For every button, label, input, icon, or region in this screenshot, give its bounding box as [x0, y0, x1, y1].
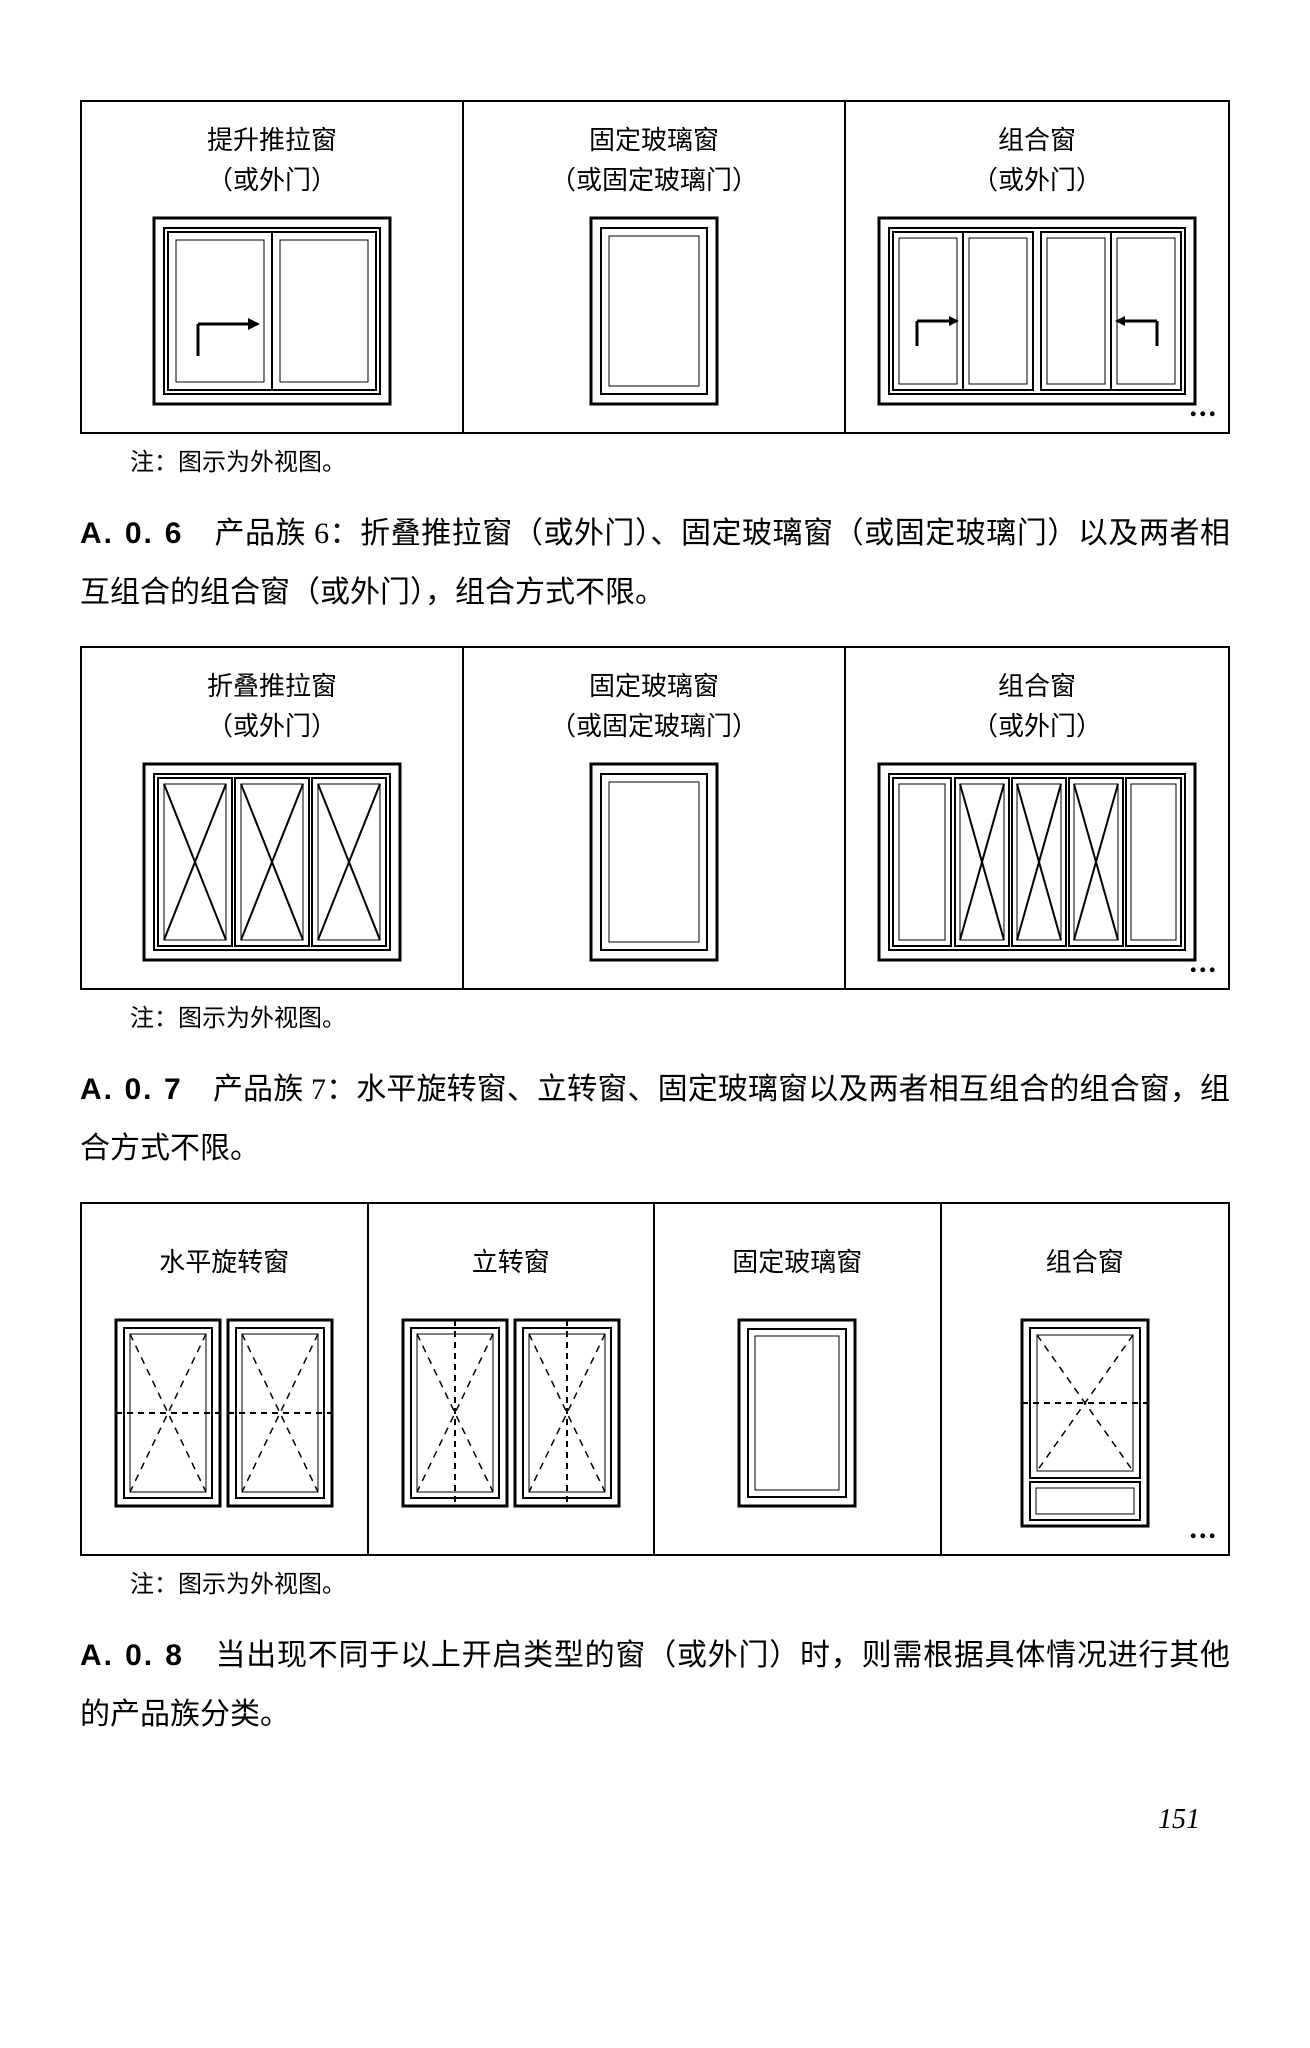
combo-pivot-window-icon	[1020, 1318, 1150, 1528]
paragraph-a08: A. 0. 8 当出现不同于以上开启类型的窗（或外门）时，则需根据具体情况进行其…	[80, 1627, 1230, 1744]
fixed-window-icon	[589, 762, 719, 962]
ellipsis-icon: ...	[1190, 1512, 1219, 1546]
title-line1: 组合窗	[972, 667, 1102, 707]
fig6-cell-1: 固定玻璃窗 （或固定玻璃门）	[464, 648, 846, 988]
cell-title: 立转窗	[472, 1222, 550, 1304]
figure-a07: 水平旋转窗 立转窗	[80, 1202, 1230, 1556]
cell-title: 固定玻璃窗	[732, 1222, 862, 1304]
title-line1: 组合窗	[972, 121, 1102, 161]
cell-title: 组合窗	[1046, 1222, 1124, 1304]
page-number: 151	[80, 1804, 1230, 1836]
figure-note: 注：图示为外视图。	[130, 1564, 1230, 1599]
folding-window-icon	[142, 762, 402, 962]
combo-folding-window-icon	[877, 762, 1197, 962]
cell-title: 组合窗 （或外门）	[972, 120, 1102, 202]
title-line2: （或外门）	[207, 707, 337, 747]
fig6-cell-0: 折叠推拉窗 （或外门）	[82, 648, 464, 988]
fig6-cell-2: 组合窗 （或外门） ...	[846, 648, 1228, 988]
title-line1: 固定玻璃窗	[732, 1243, 862, 1283]
figure-a06: 折叠推拉窗 （或外门） 固定玻璃窗 （或固定玻璃门）	[80, 646, 1230, 990]
para-head: A. 0. 7	[80, 1073, 183, 1106]
para-body: 当出现不同于以上开启类型的窗（或外门）时，则需根据具体情况进行其他的产品族分类。	[80, 1639, 1230, 1731]
title-line1: 提升推拉窗	[207, 121, 337, 161]
fig7-cell-0: 水平旋转窗	[82, 1204, 369, 1554]
title-line1: 水平旋转窗	[159, 1243, 289, 1283]
cell-title: 组合窗 （或外门）	[972, 666, 1102, 748]
cell-title: 折叠推拉窗 （或外门）	[207, 666, 337, 748]
fig5-cell-2: 组合窗 （或外门） ...	[846, 102, 1228, 432]
title-line1: 立转窗	[472, 1243, 550, 1283]
cell-title: 固定玻璃窗 （或固定玻璃门）	[550, 666, 758, 748]
para-head: A. 0. 8	[80, 1639, 184, 1672]
combo-sliding-window-icon	[877, 216, 1197, 406]
figure-note: 注：图示为外视图。	[130, 442, 1230, 477]
para-body: 产品族 7：水平旋转窗、立转窗、固定玻璃窗以及两者相互组合的组合窗，组合方式不限…	[80, 1073, 1230, 1165]
title-line1: 固定玻璃窗	[550, 121, 758, 161]
vertical-pivot-window-icon	[401, 1318, 621, 1508]
figure-a05: 提升推拉窗 （或外门） 固定玻璃窗 （或固定玻璃门）	[80, 100, 1230, 434]
cell-title: 水平旋转窗	[159, 1222, 289, 1304]
fig5-cell-1: 固定玻璃窗 （或固定玻璃门）	[464, 102, 846, 432]
figure-note: 注：图示为外视图。	[130, 998, 1230, 1033]
cell-title: 固定玻璃窗 （或固定玻璃门）	[550, 120, 758, 202]
ellipsis-icon: ...	[1190, 390, 1219, 424]
para-body: 产品族 6：折叠推拉窗（或外门）、固定玻璃窗（或固定玻璃门）以及两者相互组合的组…	[80, 517, 1230, 609]
fig5-cell-0: 提升推拉窗 （或外门）	[82, 102, 464, 432]
title-line2: （或固定玻璃门）	[550, 707, 758, 747]
ellipsis-icon: ...	[1190, 946, 1219, 980]
fig7-cell-2: 固定玻璃窗	[655, 1204, 942, 1554]
paragraph-a07: A. 0. 7 产品族 7：水平旋转窗、立转窗、固定玻璃窗以及两者相互组合的组合…	[80, 1061, 1230, 1178]
sliding-lift-window-icon	[152, 216, 392, 406]
fig7-cell-3: 组合窗 ...	[942, 1204, 1229, 1554]
title-line1: 折叠推拉窗	[207, 667, 337, 707]
title-line1: 固定玻璃窗	[550, 667, 758, 707]
title-line2: （或外门）	[207, 161, 337, 201]
title-line1: 组合窗	[1046, 1243, 1124, 1283]
cell-title: 提升推拉窗 （或外门）	[207, 120, 337, 202]
fig7-cell-1: 立转窗	[369, 1204, 656, 1554]
title-line2: （或外门）	[972, 161, 1102, 201]
fixed-window-icon	[737, 1318, 857, 1508]
title-line2: （或外门）	[972, 707, 1102, 747]
para-head: A. 0. 6	[80, 517, 183, 550]
title-line2: （或固定玻璃门）	[550, 161, 758, 201]
paragraph-a06: A. 0. 6 产品族 6：折叠推拉窗（或外门）、固定玻璃窗（或固定玻璃门）以及…	[80, 505, 1230, 622]
fixed-window-icon	[589, 216, 719, 406]
horizontal-pivot-window-icon	[114, 1318, 334, 1508]
